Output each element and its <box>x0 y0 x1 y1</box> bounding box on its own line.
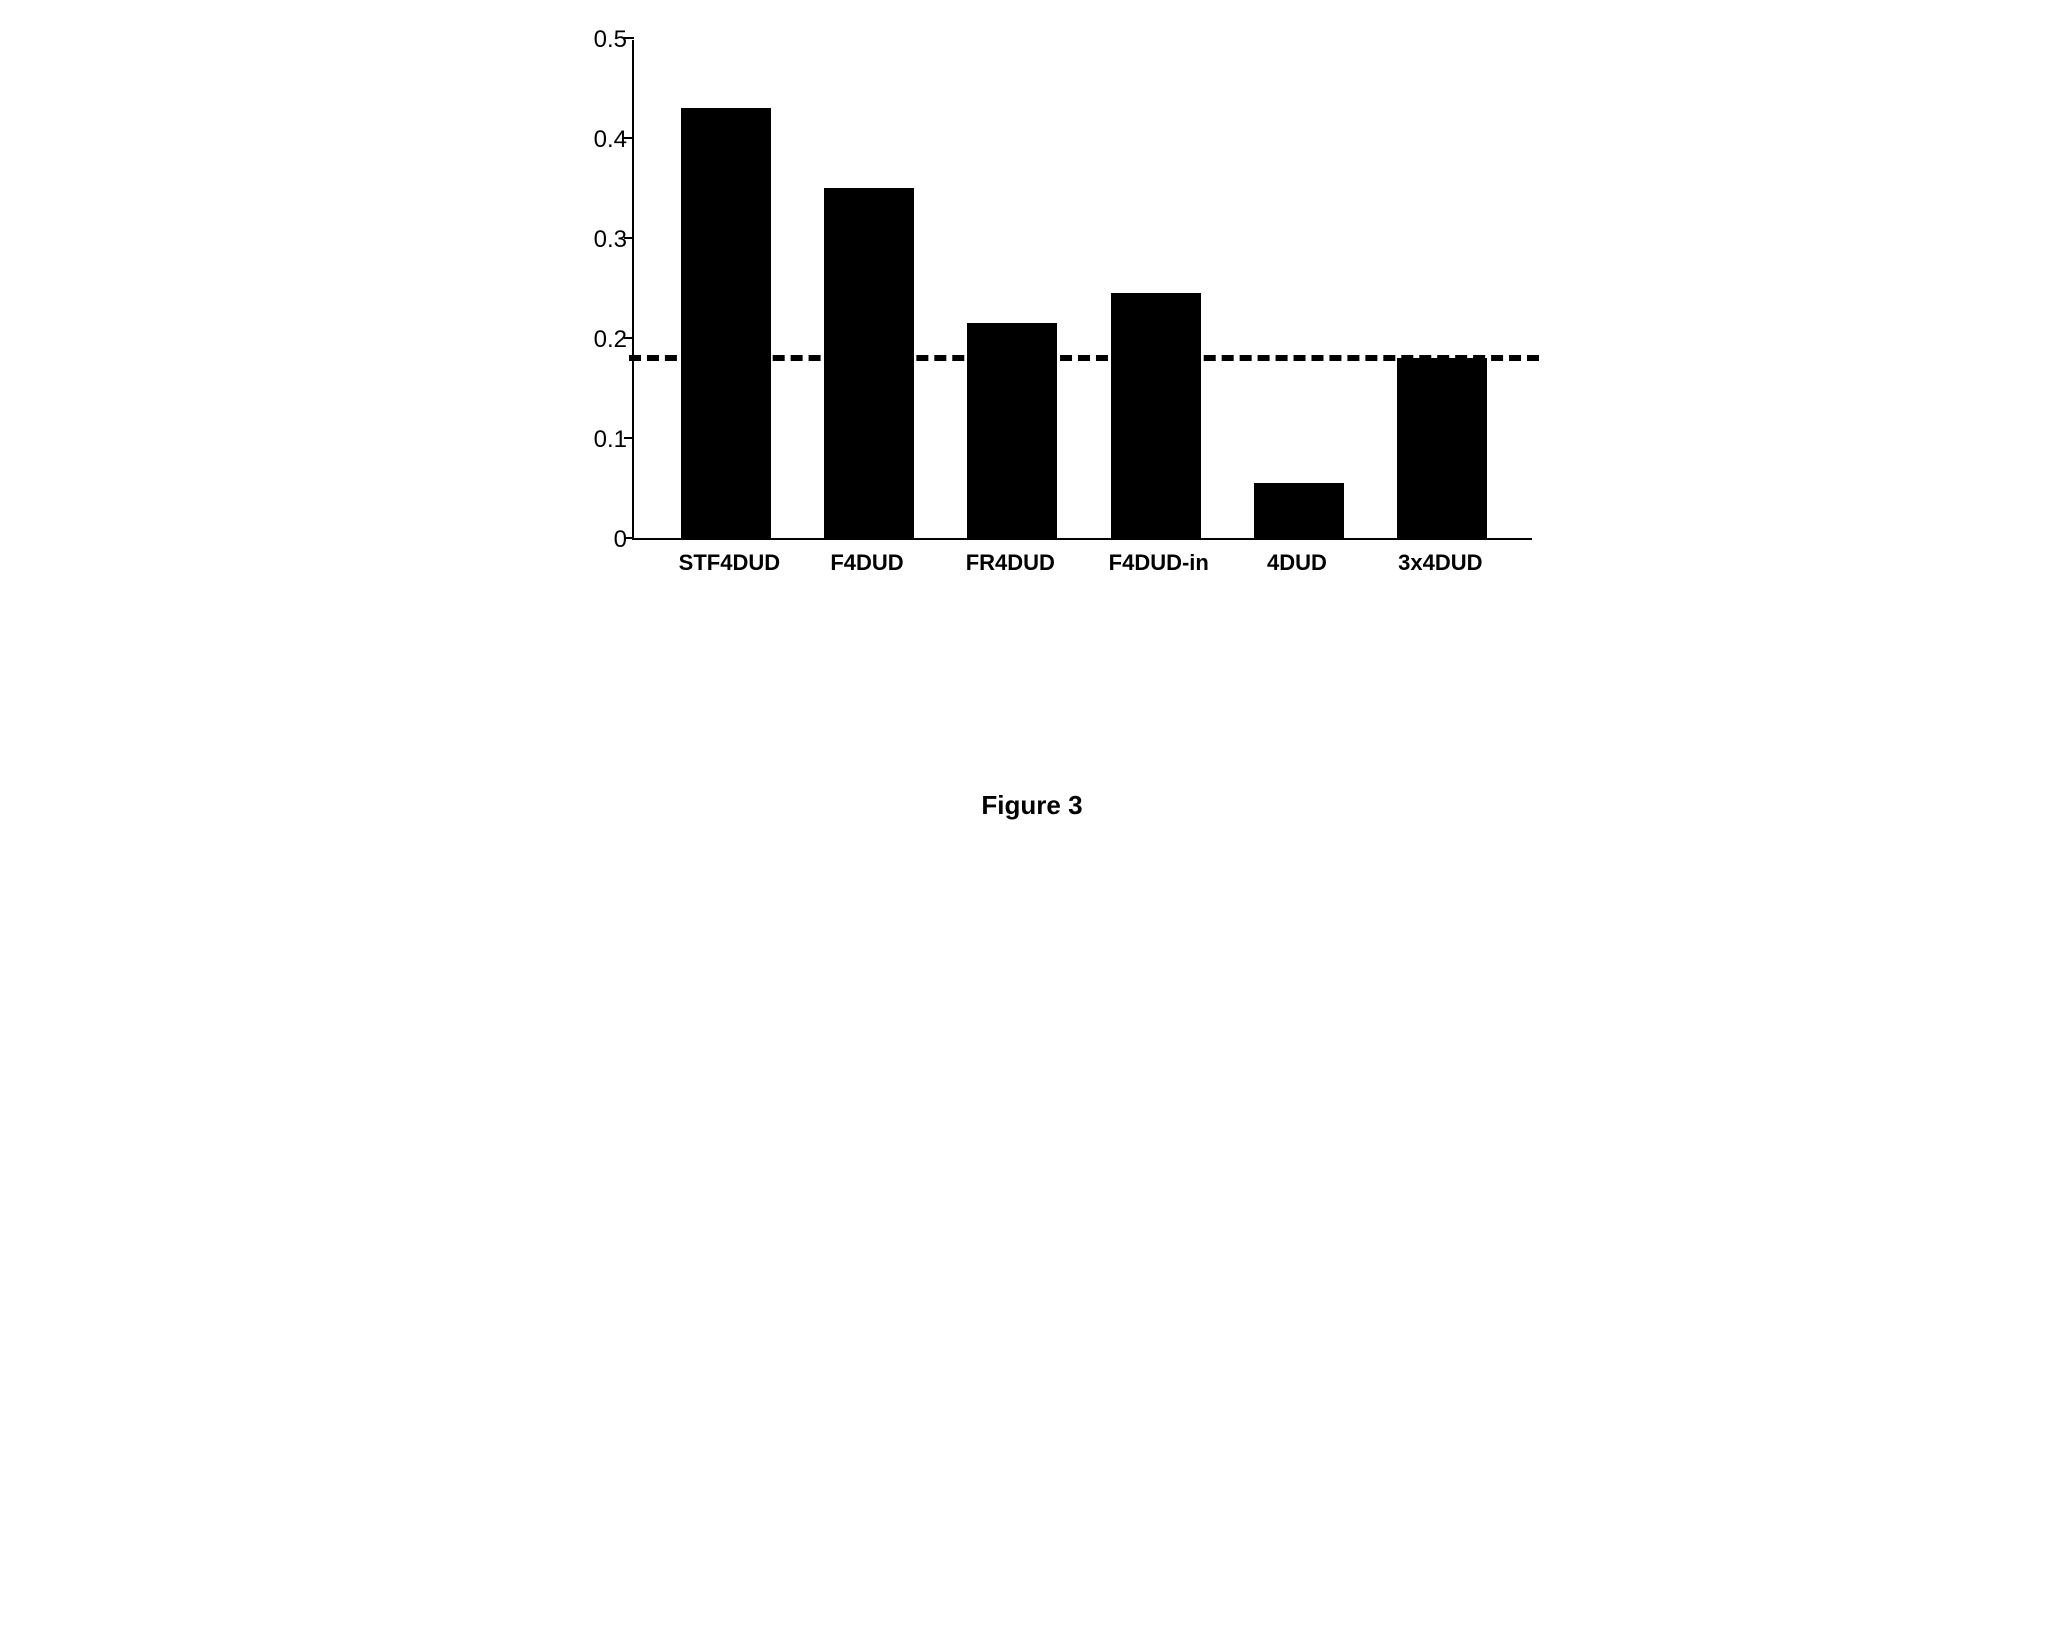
y-axis-label: 0.4 <box>594 126 627 154</box>
x-axis-labels: STF4DUD F4DUD FR4DUD F4DUD-in 4DUD 3x4DUD <box>632 550 1532 576</box>
chart-area: 00.10.20.30.40.5 <box>632 40 1532 540</box>
x-axis-label: STF4DUD <box>679 550 769 576</box>
plot-area <box>632 40 1532 540</box>
bar <box>1397 358 1487 538</box>
y-axis-label: 0.3 <box>594 226 627 254</box>
x-axis-label: 4DUD <box>1252 550 1342 576</box>
bar <box>967 323 1057 538</box>
bars-container <box>634 38 1534 538</box>
bar <box>1254 483 1344 538</box>
chart-container: 00.10.20.30.40.5 STF4DUD F4DUD FR4DUD F4DUD… <box>532 40 1532 821</box>
y-axis-label: 0 <box>614 526 627 554</box>
bar <box>1111 293 1201 538</box>
y-axis-label: 0.5 <box>594 26 627 54</box>
x-axis-label: FR4DUD <box>965 550 1055 576</box>
figure-caption: Figure 3 <box>532 790 1532 821</box>
x-axis-label: 3x4DUD <box>1395 550 1485 576</box>
bar <box>824 188 914 538</box>
x-axis-label: F4DUD-in <box>1109 550 1199 576</box>
x-axis-label: F4DUD <box>822 550 912 576</box>
y-axis-label: 0.1 <box>594 426 627 454</box>
bar <box>681 108 771 538</box>
y-axis-label: 0.2 <box>594 326 627 354</box>
